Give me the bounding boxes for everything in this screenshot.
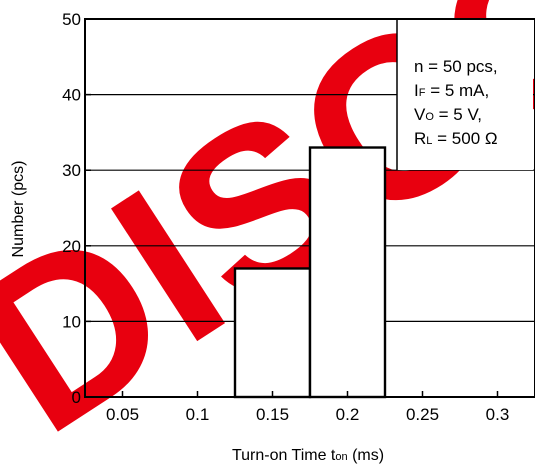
x-axis-title-subscript: on — [335, 451, 347, 463]
condition-output-voltage-symbol: V — [414, 105, 426, 124]
x-tick-label: 0.25 — [406, 405, 439, 424]
x-axis-title-main: Turn-on Time t — [232, 447, 336, 464]
x-tick-label: 0.05 — [106, 405, 139, 424]
bar-0 — [233, 267, 312, 399]
plot-frame — [84, 18, 535, 398]
x-axis-title-unit: (ms) — [348, 447, 384, 464]
y-tick-label: 30 — [62, 161, 81, 180]
y-tick-label: 0 — [72, 388, 81, 407]
x-tick-label: 0.1 — [186, 405, 210, 424]
condition-load-resistance: RL = 500 Ω — [414, 129, 498, 148]
x-tick-label: 0.3 — [486, 405, 510, 424]
x-tick-label: 0.15 — [256, 405, 289, 424]
y-ticks: 0 10 20 30 40 50 — [62, 10, 91, 407]
y-tick-label: 20 — [62, 237, 81, 256]
condition-output-voltage-subscript: O — [425, 111, 434, 123]
condition-output-voltage: VO = 5 V, — [414, 105, 482, 124]
x-axis-title: Turn-on Time ton (ms) — [232, 447, 384, 464]
condition-load-resistance-symbol: R — [414, 129, 426, 148]
condition-forward-current-symbol: I — [414, 81, 419, 100]
condition-forward-current-subscript: F — [419, 87, 426, 99]
condition-output-voltage-value: = 5 V, — [434, 105, 482, 124]
conditions-box: n = 50 pcs, IF = 5 mA, VO = 5 V, RL = 50… — [396, 19, 533, 170]
condition-sample-count: n = 50 pcs, — [414, 57, 498, 76]
y-tick-label: 10 — [62, 312, 81, 331]
y-tick-label: 40 — [62, 86, 81, 105]
x-tick-label: 0.2 — [336, 405, 360, 424]
y-tick-label: 50 — [62, 10, 81, 29]
bar-1 — [308, 146, 387, 399]
conditions-box-background — [397, 20, 533, 170]
condition-forward-current-value: = 5 mA, — [425, 81, 489, 100]
x-ticks: 0.05 0.1 0.15 0.2 0.25 0.3 — [106, 391, 509, 424]
condition-load-resistance-value: = 500 Ω — [432, 129, 497, 148]
condition-load-resistance-subscript: L — [426, 135, 432, 147]
condition-forward-current: IF = 5 mA, — [414, 81, 489, 100]
y-axis-title: Number (pcs) — [10, 161, 27, 258]
